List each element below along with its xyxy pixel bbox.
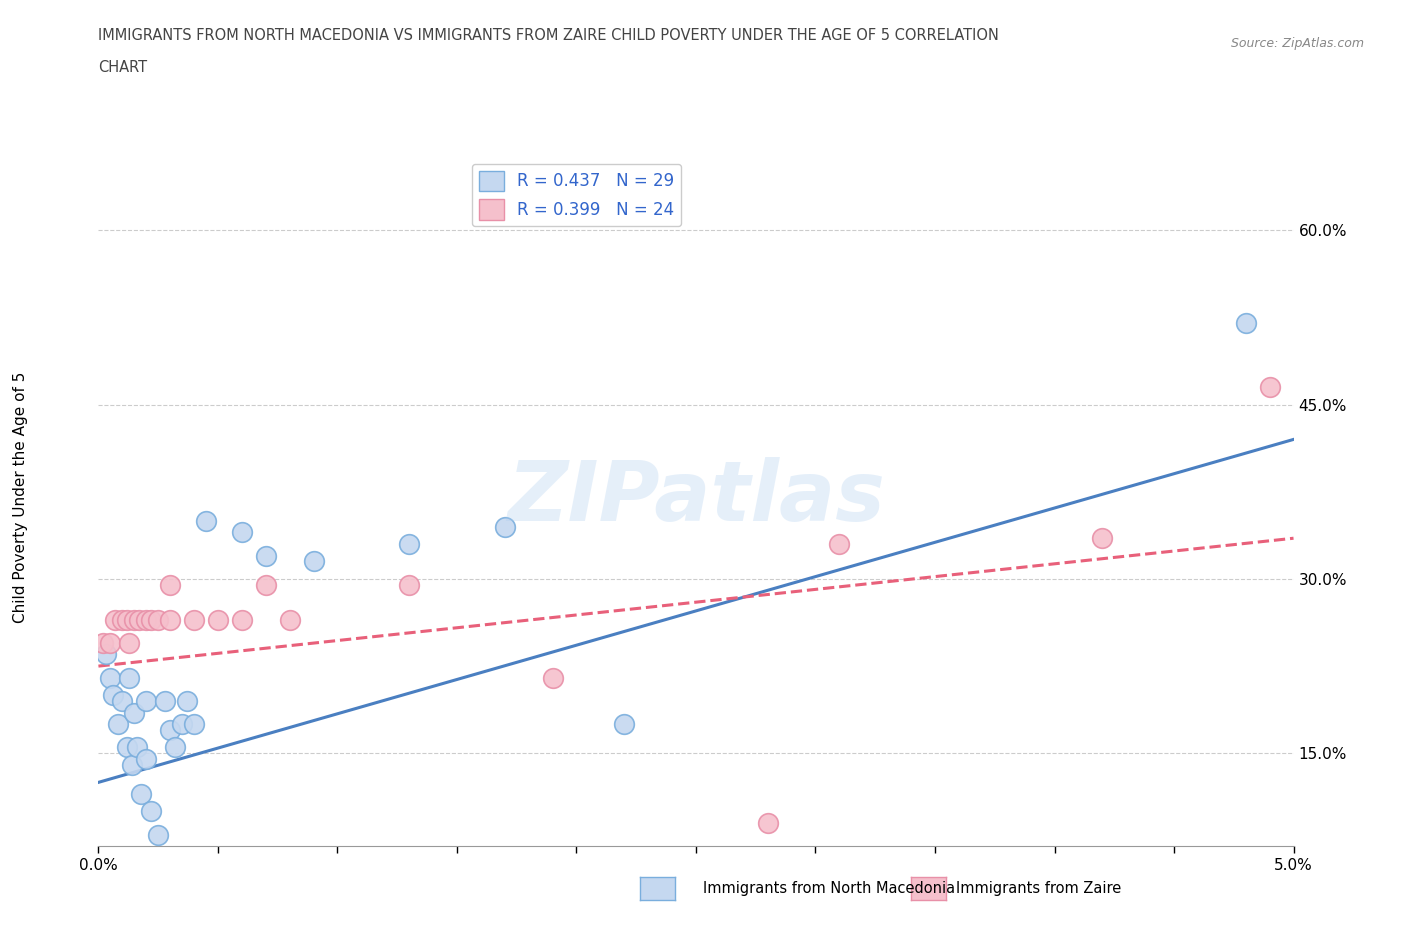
Point <box>100 671 122 685</box>
Point <box>159 723 181 737</box>
Point <box>398 537 420 551</box>
Point <box>101 688 124 703</box>
Point <box>231 612 253 627</box>
Point <box>254 578 277 592</box>
Text: IMMIGRANTS FROM NORTH MACEDONIA VS IMMIGRANTS FROM ZAIRE CHILD POVERTY UNDER THE: IMMIGRANTS FROM NORTH MACEDONIA VS IMMIG… <box>98 28 1000 43</box>
Point <box>278 612 301 627</box>
Point <box>163 740 186 755</box>
Point <box>115 612 138 627</box>
Point <box>139 612 162 627</box>
Text: Immigrants from North Macedonia: Immigrants from North Macedonia <box>703 881 955 896</box>
Point <box>159 612 181 627</box>
Point <box>183 717 205 732</box>
Point <box>139 804 162 819</box>
Point <box>128 612 150 627</box>
Point <box>131 787 153 802</box>
Point <box>254 549 277 564</box>
Point <box>398 578 420 592</box>
Point <box>148 612 170 627</box>
Point <box>172 717 194 732</box>
Point <box>155 694 177 709</box>
Point <box>124 705 146 720</box>
Point <box>159 578 181 592</box>
Text: Child Poverty Under the Age of 5: Child Poverty Under the Age of 5 <box>13 372 28 623</box>
Point <box>1234 316 1257 331</box>
Point <box>613 717 636 732</box>
Point <box>207 612 229 627</box>
Point <box>1091 531 1114 546</box>
Text: CHART: CHART <box>98 60 148 75</box>
Point <box>148 828 170 843</box>
Point <box>1258 379 1281 394</box>
Point <box>111 694 134 709</box>
Text: ZIPatlas: ZIPatlas <box>508 457 884 538</box>
Point <box>100 635 122 650</box>
Point <box>135 751 157 766</box>
Point <box>231 525 253 540</box>
Point <box>115 740 138 755</box>
Point <box>94 647 117 662</box>
Point <box>494 519 516 534</box>
Point <box>124 612 146 627</box>
Legend: R = 0.437   N = 29, R = 0.399   N = 24: R = 0.437 N = 29, R = 0.399 N = 24 <box>472 164 681 226</box>
Point <box>135 612 157 627</box>
Text: Immigrants from Zaire: Immigrants from Zaire <box>956 881 1122 896</box>
Point <box>91 635 114 650</box>
Point <box>195 513 218 528</box>
Point <box>104 612 127 627</box>
Point <box>118 635 141 650</box>
Point <box>135 694 157 709</box>
Point <box>183 612 205 627</box>
Text: Source: ZipAtlas.com: Source: ZipAtlas.com <box>1230 37 1364 50</box>
Point <box>302 554 325 569</box>
Point <box>756 816 779 830</box>
Point <box>121 757 143 772</box>
Point <box>125 740 148 755</box>
Point <box>828 537 851 551</box>
Point <box>107 717 129 732</box>
Point <box>118 671 141 685</box>
Point <box>176 694 198 709</box>
Point <box>111 612 134 627</box>
Point <box>541 671 564 685</box>
